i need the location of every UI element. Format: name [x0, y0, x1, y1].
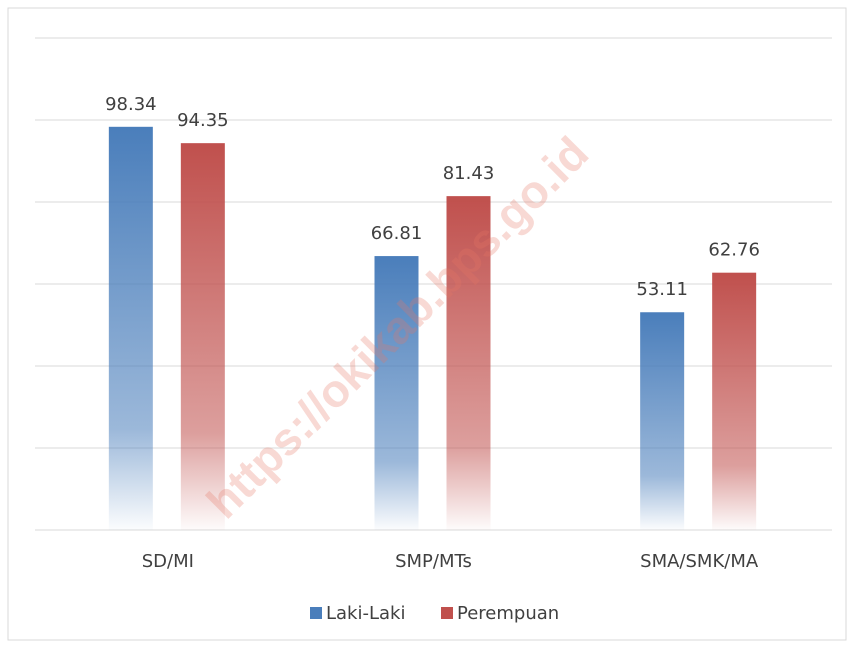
- data-label: 94.35: [177, 110, 229, 131]
- legend-swatch: [441, 607, 453, 619]
- data-label: 66.81: [371, 223, 423, 244]
- data-label: 81.43: [443, 163, 495, 184]
- data-label: 53.11: [636, 279, 688, 300]
- x-tick-label: SD/MI: [142, 551, 194, 572]
- bar: [640, 312, 685, 530]
- data-label: 62.76: [708, 240, 760, 261]
- legend-label: Laki-Laki: [326, 603, 405, 624]
- bar: [374, 256, 419, 530]
- bar: [712, 272, 757, 530]
- bar: [180, 143, 225, 531]
- data-label: 98.34: [105, 94, 157, 115]
- x-tick-label: SMA/SMK/MA: [640, 551, 759, 572]
- bar: [446, 196, 491, 530]
- x-tick-label: SMP/MTs: [395, 551, 472, 572]
- legend-swatch: [310, 607, 322, 619]
- bar: [108, 126, 153, 530]
- legend-label: Perempuan: [457, 603, 559, 624]
